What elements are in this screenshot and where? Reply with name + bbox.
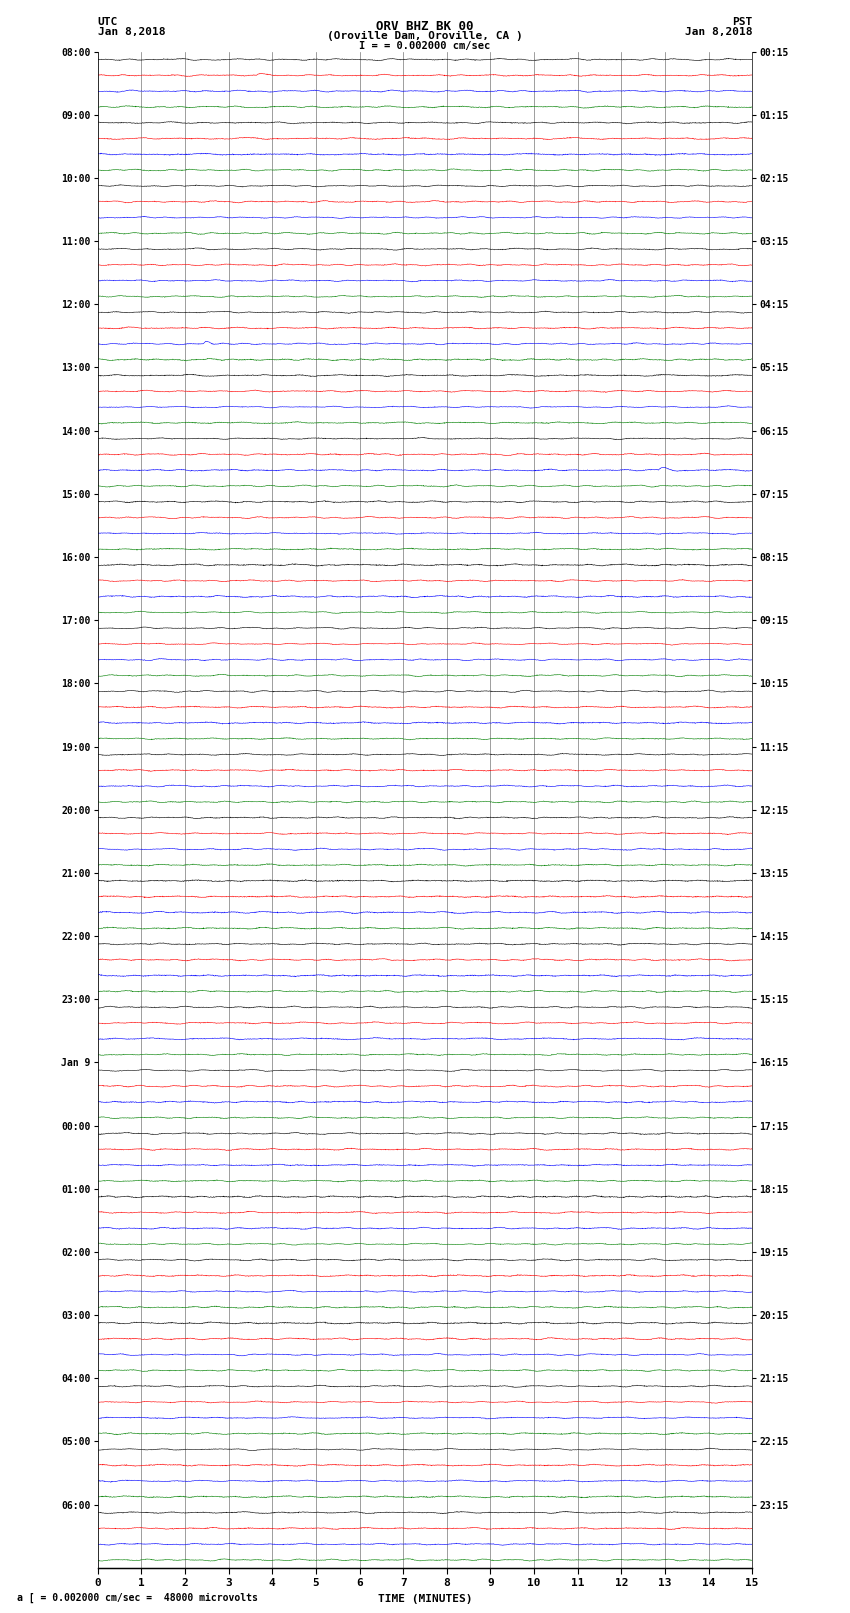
Text: ORV BHZ BK 00: ORV BHZ BK 00 [377, 19, 473, 34]
Text: Jan 8,2018: Jan 8,2018 [685, 27, 752, 37]
Text: PST: PST [732, 18, 752, 27]
Text: (Oroville Dam, Oroville, CA ): (Oroville Dam, Oroville, CA ) [327, 31, 523, 40]
Text: a [ = 0.002000 cm/sec =  48000 microvolts: a [ = 0.002000 cm/sec = 48000 microvolts [17, 1594, 258, 1603]
Text: UTC: UTC [98, 18, 118, 27]
Text: Jan 8,2018: Jan 8,2018 [98, 27, 165, 37]
Text: I = = 0.002000 cm/sec: I = = 0.002000 cm/sec [360, 40, 490, 52]
X-axis label: TIME (MINUTES): TIME (MINUTES) [377, 1594, 473, 1603]
